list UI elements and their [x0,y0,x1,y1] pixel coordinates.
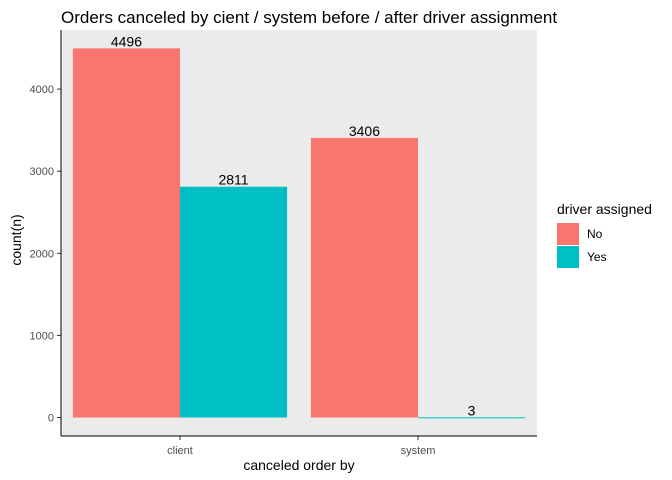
y-tick-label-0: 0 [48,413,54,425]
y-axis-title: count(n) [8,214,24,265]
y-tick-label-1000: 1000 [30,330,54,342]
y-tick-label-2000: 2000 [30,248,54,260]
x-tick-label-client: client [167,445,193,457]
legend-title: driver assigned [557,201,652,217]
data-label-system-no: 3406 [349,123,380,139]
bar-client-yes [180,186,288,418]
bar-system-yes [418,417,526,419]
data-label-client-yes: 2811 [218,172,248,188]
legend-label-yes: Yes [587,250,607,264]
legend-key-yes [557,246,579,268]
y-tick-label-4000: 4000 [30,84,54,96]
legend-label-no: No [587,227,603,241]
bar-client-no [72,48,180,418]
data-label-client-no: 4496 [111,33,142,49]
bar-system-no [310,137,418,418]
data-label-system-yes: 3 [468,402,476,418]
x-axis-title: canceled order by [243,457,354,473]
legend-key-no [557,223,579,245]
y-tick-label-3000: 3000 [30,166,54,178]
chart-title: Orders canceled by cient / system before… [61,8,557,27]
x-tick-label-system: system [401,445,436,457]
legend: driver assigned No Yes [557,201,652,268]
